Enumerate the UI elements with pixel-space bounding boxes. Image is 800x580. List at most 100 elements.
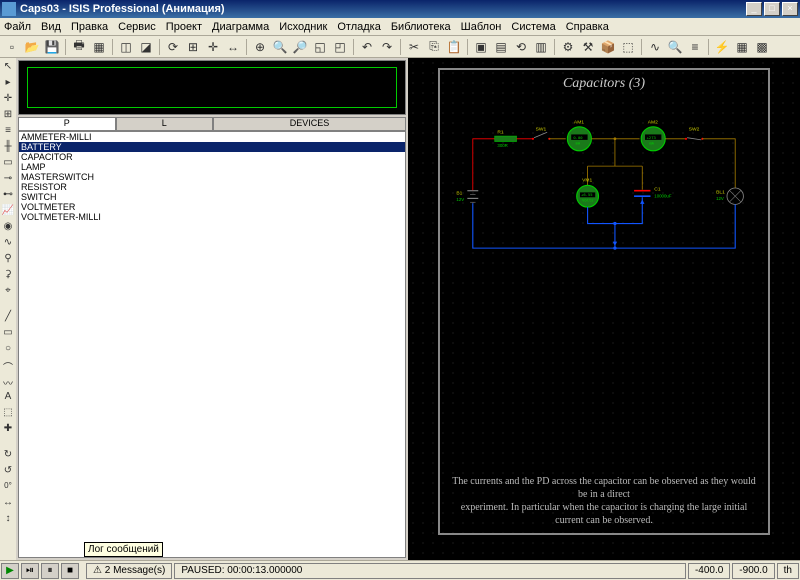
pause-button[interactable]: ⏸ — [41, 563, 59, 579]
rotcw-icon[interactable]: ↻ — [1, 449, 15, 463]
box-tool-icon[interactable]: ▭ — [1, 327, 15, 341]
tab-l[interactable]: L — [116, 117, 214, 131]
minimize-button[interactable]: _ — [746, 2, 762, 16]
refresh-icon[interactable]: ⟳ — [164, 38, 182, 56]
print-icon[interactable]: 🖶 — [70, 38, 88, 56]
tab-devices[interactable]: DEVICES — [213, 117, 406, 131]
menu-edit[interactable]: Правка — [71, 21, 108, 33]
open-icon[interactable]: 📂 — [23, 38, 41, 56]
junction-tool-icon[interactable]: ✛ — [1, 93, 15, 107]
graph-tool-icon[interactable]: 📈 — [1, 205, 15, 219]
menu-view[interactable]: Вид — [41, 21, 61, 33]
zoomall-icon[interactable]: ◱ — [311, 38, 329, 56]
menu-diagram[interactable]: Диаграмма — [212, 21, 269, 33]
term-tool-icon[interactable]: ⊸ — [1, 173, 15, 187]
origin-icon[interactable]: ✛ — [204, 38, 222, 56]
device-item[interactable]: MASTERSWITCH — [19, 172, 405, 182]
menu-file[interactable]: Файл — [4, 21, 31, 33]
make-icon[interactable]: ⚒ — [579, 38, 597, 56]
blockcopy-icon[interactable]: ▣ — [472, 38, 490, 56]
play-button[interactable]: ▶ — [1, 563, 19, 579]
device-list[interactable]: AMMETER-MILLIBATTERYCAPACITORLAMPMASTERS… — [18, 131, 406, 558]
device-item[interactable]: BATTERY — [19, 142, 405, 152]
redo-icon[interactable]: ↷ — [378, 38, 396, 56]
gen-tool-icon[interactable]: ∿ — [1, 237, 15, 251]
export-icon[interactable]: ◪ — [137, 38, 155, 56]
device-item[interactable]: LAMP — [19, 162, 405, 172]
step-button[interactable]: ⏯ — [21, 563, 39, 579]
rotccw-icon[interactable]: ↺ — [1, 465, 15, 479]
stop-button[interactable]: ■ — [61, 563, 79, 579]
menu-project[interactable]: Проект — [166, 21, 202, 33]
menu-system[interactable]: Система — [511, 21, 555, 33]
save-icon[interactable]: 💾 — [43, 38, 61, 56]
device-item[interactable]: CAPACITOR — [19, 152, 405, 162]
import-icon[interactable]: ◫ — [117, 38, 135, 56]
menu-service[interactable]: Сервис — [118, 21, 156, 33]
close-button[interactable]: × — [782, 2, 798, 16]
menu-debug[interactable]: Отладка — [337, 21, 380, 33]
zoomc-icon[interactable]: ⊕ — [251, 38, 269, 56]
decomp-icon[interactable]: ⬚ — [619, 38, 637, 56]
zoomarea-icon[interactable]: ◰ — [331, 38, 349, 56]
flipv-icon[interactable]: ↕ — [1, 513, 15, 527]
device-item[interactable]: SWITCH — [19, 192, 405, 202]
netlist-icon[interactable]: ▦ — [733, 38, 751, 56]
device-item[interactable]: VOLTMETER-MILLI — [19, 212, 405, 222]
sub-tool-icon[interactable]: ▭ — [1, 157, 15, 171]
blockrot-icon[interactable]: ⟲ — [512, 38, 530, 56]
text-tool-icon[interactable]: ≡ — [1, 125, 15, 139]
fliph-icon[interactable]: ↔ — [1, 497, 15, 511]
component-tool-icon[interactable]: ▸ — [1, 77, 15, 91]
prop-icon[interactable]: ≡ — [686, 38, 704, 56]
label-tool-icon[interactable]: ⊞ — [1, 109, 15, 123]
blockmove-icon[interactable]: ▤ — [492, 38, 510, 56]
arc-tool-icon[interactable]: ⌒ — [1, 359, 15, 373]
overview-panel[interactable] — [18, 60, 406, 115]
cut-icon[interactable]: ✂ — [405, 38, 423, 56]
new-icon[interactable]: ▫ — [3, 38, 21, 56]
menubar: Файл Вид Правка Сервис Проект Диаграмма … — [0, 18, 800, 36]
bus-tool-icon[interactable]: ╫ — [1, 141, 15, 155]
ares-icon[interactable]: ▩ — [753, 38, 771, 56]
line-tool-icon[interactable]: ╱ — [1, 311, 15, 325]
pan-icon[interactable]: ↔ — [224, 38, 242, 56]
symbol-tool-icon[interactable]: ⬚ — [1, 407, 15, 421]
messages-panel[interactable]: ⚠ 2 Message(s) — [86, 563, 172, 579]
zoomin-icon[interactable]: 🔍 — [271, 38, 289, 56]
paste-icon[interactable]: 📋 — [445, 38, 463, 56]
instr-tool-icon[interactable]: ⌖ — [1, 285, 15, 299]
grid-icon[interactable]: ⊞ — [184, 38, 202, 56]
menu-template[interactable]: Шаблон — [461, 21, 502, 33]
tape-tool-icon[interactable]: ◉ — [1, 221, 15, 235]
path-tool-icon[interactable]: 〰 — [1, 375, 15, 389]
tab-p[interactable]: P — [18, 117, 116, 131]
device-item[interactable]: AMMETER-MILLI — [19, 132, 405, 142]
menu-library[interactable]: Библиотека — [391, 21, 451, 33]
undo-icon[interactable]: ↶ — [358, 38, 376, 56]
blockdel-icon[interactable]: ▥ — [532, 38, 550, 56]
text2d-tool-icon[interactable]: A — [1, 391, 15, 405]
erc-icon[interactable]: ⚡ — [713, 38, 731, 56]
device-item[interactable]: VOLTMETER — [19, 202, 405, 212]
zoomout-icon[interactable]: 🔎 — [291, 38, 309, 56]
marker-tool-icon[interactable]: ✚ — [1, 423, 15, 437]
search-icon[interactable]: 🔍 — [666, 38, 684, 56]
maximize-button[interactable]: □ — [764, 2, 780, 16]
pick-icon[interactable]: ⚙ — [559, 38, 577, 56]
probe-i-icon[interactable]: ⚳ — [1, 269, 15, 283]
copy-icon[interactable]: ⎘ — [425, 38, 443, 56]
device-item[interactable]: RESISTOR — [19, 182, 405, 192]
schematic-canvas[interactable]: Capacitors (3) R1 300R SW1 — [408, 58, 800, 560]
probe-v-icon[interactable]: ⚲ — [1, 253, 15, 267]
wire-icon[interactable]: ∿ — [646, 38, 664, 56]
pack-icon[interactable]: 📦 — [599, 38, 617, 56]
menu-help[interactable]: Справка — [566, 21, 609, 33]
area-icon[interactable]: ▦ — [90, 38, 108, 56]
svg-text:0.00: 0.00 — [573, 135, 583, 140]
menu-source[interactable]: Исходник — [279, 21, 327, 33]
rot-input[interactable]: 0° — [1, 481, 15, 495]
select-tool-icon[interactable]: ↖ — [1, 61, 15, 75]
pin-tool-icon[interactable]: ⊷ — [1, 189, 15, 203]
circle-tool-icon[interactable]: ○ — [1, 343, 15, 357]
